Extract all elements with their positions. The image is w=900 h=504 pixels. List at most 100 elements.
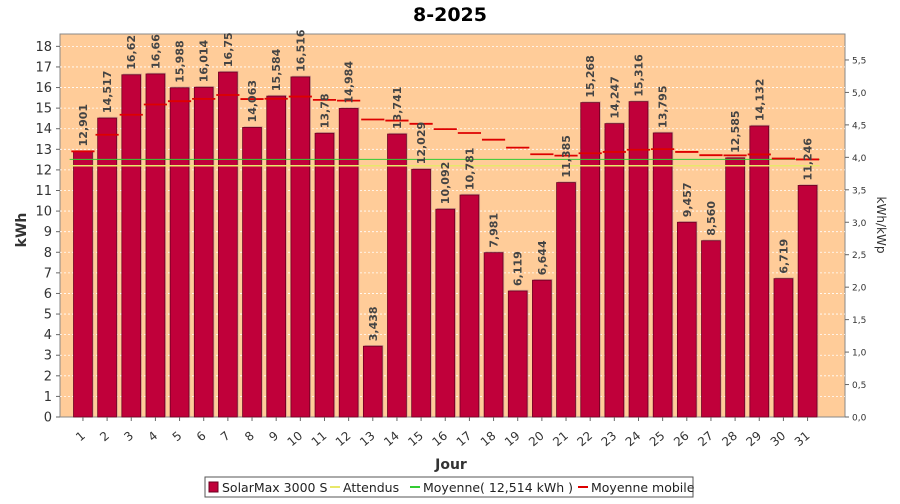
y-tick-label: 13: [35, 143, 52, 158]
y2-tick-label: 0,5: [852, 381, 866, 391]
bar: [676, 221, 697, 418]
data-label: 12,585: [729, 110, 742, 152]
y2-tick-label: 3,0: [852, 219, 867, 229]
data-label: 3,438: [367, 306, 380, 341]
x-tick-label: 29: [743, 429, 764, 450]
y-tick-label: 8: [44, 246, 52, 261]
data-label: 15,988: [174, 40, 187, 82]
y-tick-label: 4: [44, 328, 52, 343]
y-tick-label: 2: [44, 369, 52, 384]
x-tick-label: 22: [574, 429, 595, 450]
legend: SolarMax 3000 S Attendus Moyenne( 12,514 k…: [204, 476, 695, 498]
x-tick-label: 16: [429, 429, 450, 450]
bar: [290, 76, 311, 418]
y2-axis-label: kWh/kWp: [874, 197, 888, 254]
y-tick-label: 0: [44, 411, 52, 426]
legend-label: Moyenne mobile: [591, 480, 695, 495]
x-tick-label: 21: [550, 429, 571, 450]
y2-tick-label: 5,0: [852, 89, 867, 99]
data-label: 7,981: [488, 213, 501, 248]
data-label: 12,901: [77, 104, 90, 146]
x-tick-label: 6: [194, 429, 209, 445]
x-tick-label: 27: [695, 429, 716, 450]
bar: [411, 168, 431, 418]
y-tick-label: 10: [35, 205, 52, 220]
legend-label: Attendus: [343, 480, 399, 495]
legend-item-attendus: Attendus: [330, 480, 399, 495]
y-axis-label: kWh: [14, 213, 30, 248]
bar: [97, 117, 117, 418]
y-tick-label: 17: [35, 60, 52, 75]
x-tick-label: 11: [309, 429, 330, 450]
x-tick-label: 28: [719, 429, 740, 450]
y2-tick-label: 2,5: [852, 251, 866, 261]
legend-item-solarmax: SolarMax 3000 S: [208, 480, 327, 495]
data-label: 11,385: [560, 135, 573, 177]
legend-box: [204, 476, 694, 498]
data-label: 16,014: [198, 39, 211, 82]
data-label: 13,795: [657, 85, 670, 127]
data-label: 9,457: [681, 182, 694, 217]
data-label: 14,247: [608, 76, 621, 118]
data-label: 14,132: [753, 79, 766, 121]
y2-tick-label: 2,0: [852, 284, 867, 294]
data-label: 11,246: [802, 138, 815, 181]
data-label: 13,78: [318, 93, 331, 128]
y-tick-label: 11: [35, 184, 52, 199]
x-tick-label: 12: [333, 429, 354, 450]
bar: [701, 240, 721, 418]
y-tick-label: 14: [35, 122, 52, 137]
data-label: 10,781: [463, 148, 476, 190]
data-label: 6,719: [777, 239, 790, 274]
y2-tick-label: 3,5: [852, 186, 866, 196]
chart-title: 8-2025: [413, 4, 487, 26]
x-tick-label: 25: [647, 429, 668, 450]
data-label: 6,119: [512, 251, 525, 286]
data-label: 16,62: [125, 35, 138, 70]
x-tick-label: 18: [478, 429, 499, 450]
bar: [242, 127, 262, 418]
bar: [773, 278, 794, 418]
y-tick-label: 3: [44, 349, 52, 364]
data-label: 16,75: [222, 32, 235, 67]
y-tick-label: 12: [35, 163, 52, 178]
bar: [387, 133, 407, 418]
x-tick-label: 4: [145, 429, 160, 445]
y-tick-label: 18: [35, 40, 52, 55]
x-tick-label: 10: [285, 429, 306, 450]
bar: [193, 86, 214, 418]
bar: [73, 150, 93, 418]
data-label: 10,092: [439, 162, 452, 204]
data-label: 14,517: [101, 71, 114, 113]
x-tick-label: 8: [242, 429, 257, 445]
x-tick-label: 5: [170, 429, 185, 445]
x-tick-label: 26: [671, 429, 692, 450]
bar: [580, 102, 600, 418]
bar: [314, 132, 335, 418]
x-tick-label: 2: [97, 429, 112, 445]
bar: [121, 74, 142, 418]
data-label: 15,584: [270, 48, 283, 91]
bar: [507, 290, 528, 418]
y-tick-label: 1: [44, 390, 52, 405]
plot-area: 01234567891011121314151617180,00,51,01,5…: [35, 29, 866, 449]
y-tick-label: 9: [44, 225, 52, 240]
bar: [749, 125, 770, 418]
legend-label: SolarMax 3000 S: [222, 480, 327, 495]
x-tick-label: 15: [405, 429, 426, 450]
y2-tick-label: 0,0: [852, 414, 867, 424]
bar: [725, 157, 745, 418]
bar: [266, 95, 286, 418]
bar: [604, 123, 625, 418]
x-tick-label: 17: [454, 429, 475, 450]
x-tick-label: 24: [623, 429, 644, 450]
bar: [169, 87, 190, 418]
bar: [218, 71, 238, 418]
legend-label: Moyenne( 12,514 kWh ): [423, 480, 573, 495]
x-tick-label: 9: [266, 429, 281, 445]
x-tick-label: 14: [381, 429, 402, 450]
bar: [483, 252, 504, 418]
bar: [556, 182, 576, 418]
x-axis-label: Jour: [434, 457, 467, 473]
